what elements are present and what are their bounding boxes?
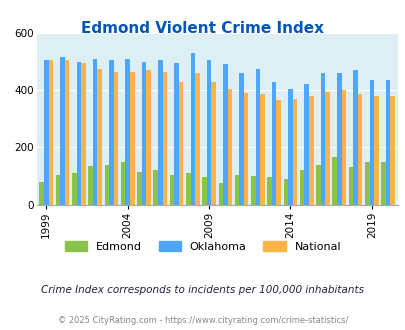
- Text: Crime Index corresponds to incidents per 100,000 inhabitants: Crime Index corresponds to incidents per…: [41, 285, 364, 295]
- Bar: [109, 60, 113, 205]
- Bar: [39, 182, 44, 205]
- Bar: [137, 172, 141, 205]
- Bar: [324, 92, 329, 205]
- Bar: [243, 93, 248, 205]
- Bar: [315, 165, 320, 205]
- Bar: [369, 80, 373, 205]
- Bar: [77, 62, 81, 205]
- Bar: [266, 177, 271, 205]
- Bar: [239, 73, 243, 205]
- Legend: Edmond, Oklahoma, National: Edmond, Oklahoma, National: [65, 241, 340, 252]
- Bar: [308, 96, 313, 205]
- Bar: [364, 162, 369, 205]
- Bar: [55, 175, 60, 205]
- Bar: [81, 63, 85, 205]
- Bar: [185, 173, 190, 205]
- Bar: [202, 177, 206, 205]
- Bar: [141, 62, 146, 205]
- Bar: [49, 60, 53, 205]
- Bar: [357, 94, 362, 205]
- Bar: [190, 53, 194, 205]
- Bar: [352, 70, 357, 205]
- Bar: [88, 166, 93, 205]
- Bar: [373, 96, 378, 205]
- Bar: [130, 72, 134, 205]
- Bar: [97, 69, 102, 205]
- Bar: [153, 170, 158, 205]
- Bar: [271, 82, 276, 205]
- Bar: [146, 70, 150, 205]
- Bar: [222, 64, 227, 205]
- Bar: [234, 175, 239, 205]
- Bar: [283, 180, 288, 205]
- Bar: [65, 60, 69, 205]
- Bar: [385, 80, 390, 205]
- Bar: [113, 72, 118, 205]
- Text: Edmond Violent Crime Index: Edmond Violent Crime Index: [81, 21, 324, 36]
- Bar: [44, 60, 49, 205]
- Text: © 2025 CityRating.com - https://www.cityrating.com/crime-statistics/: © 2025 CityRating.com - https://www.city…: [58, 315, 347, 325]
- Bar: [104, 165, 109, 205]
- Bar: [218, 183, 222, 205]
- Bar: [169, 175, 174, 205]
- Bar: [158, 60, 162, 205]
- Bar: [336, 73, 341, 205]
- Bar: [304, 84, 308, 205]
- Bar: [299, 170, 304, 205]
- Bar: [255, 69, 260, 205]
- Bar: [341, 90, 345, 205]
- Bar: [227, 89, 232, 205]
- Bar: [380, 162, 385, 205]
- Bar: [125, 59, 130, 205]
- Bar: [162, 72, 167, 205]
- Bar: [276, 100, 280, 205]
- Bar: [174, 63, 178, 205]
- Bar: [348, 167, 352, 205]
- Bar: [260, 94, 264, 205]
- Bar: [72, 173, 77, 205]
- Bar: [390, 96, 394, 205]
- Bar: [288, 89, 292, 205]
- Bar: [211, 82, 215, 205]
- Bar: [178, 82, 183, 205]
- Bar: [194, 73, 199, 205]
- Bar: [320, 73, 324, 205]
- Bar: [121, 162, 125, 205]
- Bar: [292, 99, 296, 205]
- Bar: [332, 157, 336, 205]
- Bar: [250, 176, 255, 205]
- Bar: [60, 57, 65, 205]
- Bar: [206, 60, 211, 205]
- Bar: [93, 59, 97, 205]
